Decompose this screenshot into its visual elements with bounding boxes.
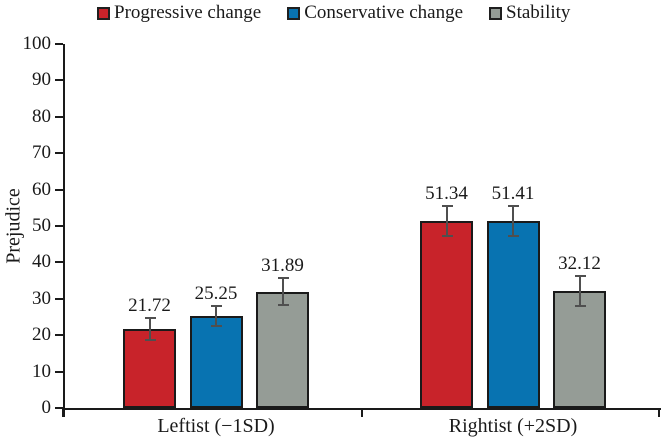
y-tick [55, 297, 63, 300]
bar-value-label: 31.89 [261, 255, 304, 277]
y-tick [55, 188, 63, 191]
error-bar-whisker [148, 318, 151, 340]
y-tick-label: 10 [32, 360, 51, 382]
y-tick [55, 261, 63, 264]
bar [553, 291, 606, 408]
bar-value-label: 51.34 [425, 183, 468, 205]
legend-item: Progressive change [97, 2, 261, 24]
error-bar-whisker [215, 306, 217, 326]
y-tick-label: 50 [32, 215, 51, 236]
bar-value-label: 51.41 [491, 182, 535, 204]
legend-item: Stability [489, 2, 570, 24]
legend: Progressive change Conservative change Sta… [97, 2, 570, 24]
y-tick-label: 20 [32, 324, 51, 346]
error-bar-whisker [281, 278, 284, 306]
error-bar-cap [211, 305, 222, 308]
y-tick [55, 79, 63, 82]
legend-swatch-icon [489, 6, 503, 20]
error-bar-cap [277, 277, 289, 280]
bar [486, 220, 540, 408]
y-tick [55, 225, 63, 227]
legend-swatch-icon [97, 6, 110, 20]
y-tick [55, 115, 63, 118]
error-bar-whisker [578, 276, 581, 306]
error-bar-cap [211, 324, 222, 327]
bar [420, 221, 473, 408]
bar-value-label: 21.72 [128, 295, 171, 317]
y-tick [55, 334, 63, 337]
y-tick [55, 43, 63, 45]
x-category-label: Leftist (−1SD) [157, 415, 275, 437]
y-tick-label: 100 [22, 33, 52, 54]
y-tick [55, 370, 63, 373]
y-tick-label: 80 [32, 105, 51, 127]
x-tick [62, 408, 64, 417]
y-tick [55, 407, 63, 409]
x-tick [361, 408, 363, 417]
y-tick-label: 40 [32, 251, 51, 273]
legend-label: Conservative change [304, 2, 464, 23]
error-bar-cap [441, 235, 453, 238]
bar-value-label: 25.25 [194, 283, 238, 305]
y-tick-label: 0 [41, 397, 52, 418]
y-tick [55, 152, 63, 155]
bar [189, 316, 243, 408]
legend-swatch-icon [287, 6, 301, 20]
legend-label: Progressive change [114, 2, 262, 23]
y-tick-label: 60 [32, 178, 51, 200]
error-bar-cap [277, 304, 289, 307]
error-bar-cap [508, 204, 519, 207]
error-bar-cap [144, 338, 156, 341]
y-axis-line [63, 44, 65, 417]
bar-value-label: 32.12 [558, 253, 601, 275]
x-tick [658, 408, 660, 417]
error-bar-cap [574, 305, 586, 307]
error-bar-whisker [445, 206, 448, 237]
error-bar-cap [144, 317, 156, 320]
y-tick-label: 30 [32, 287, 51, 309]
error-bar-cap [574, 275, 586, 278]
error-bar-cap [441, 205, 453, 208]
x-category-label: Rightist (+2SD) [448, 415, 578, 437]
legend-label: Stability [506, 2, 571, 23]
y-tick-label: 70 [32, 142, 51, 164]
bar [256, 291, 309, 408]
legend-item: Conservative change [287, 2, 463, 24]
y-tick-label: 90 [32, 69, 51, 91]
error-bar-cap [508, 234, 519, 237]
error-bar-whisker [512, 205, 514, 236]
